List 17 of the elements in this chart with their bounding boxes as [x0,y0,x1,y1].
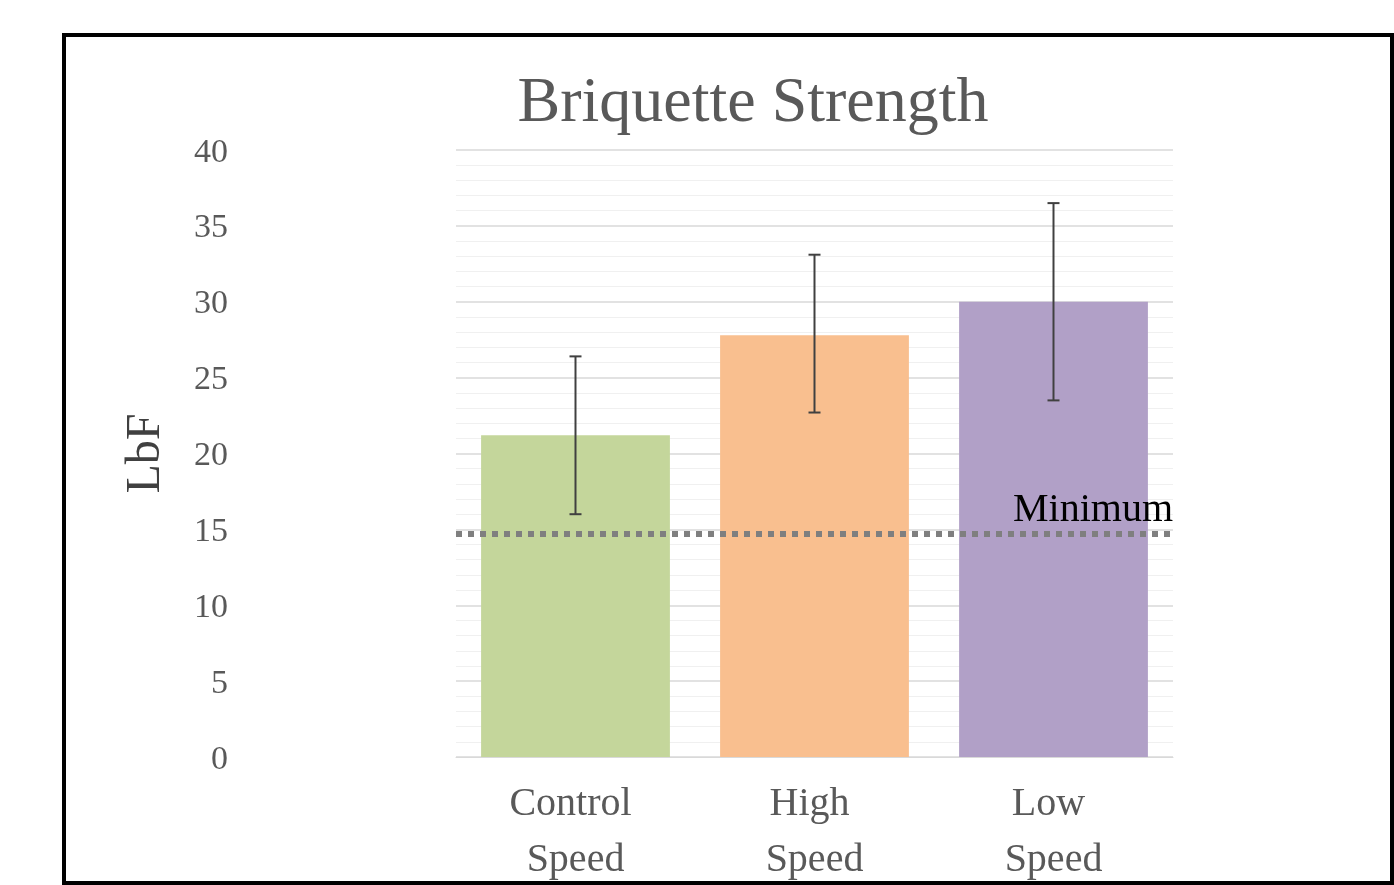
y-tick-label: 0 [211,738,228,776]
x-tick-label: Low Speed [1004,778,1103,880]
bar [481,435,670,757]
y-tick-label: 20 [194,435,228,472]
chart-title: Briquette Strength [517,63,989,135]
bar [720,335,909,757]
y-tick-label: 35 [194,207,228,245]
x-tick-label: High Speed [765,778,864,880]
y-tick-label: 10 [194,586,228,624]
y-axis-title: LbF [115,413,169,494]
y-tick-label: 5 [211,662,228,700]
y-tick-label: 25 [194,359,228,397]
y-tick-label: 40 [194,131,228,169]
y-tick-label: 15 [194,510,228,548]
ref-line-label: Minimum [1012,485,1173,531]
y-tick-label: 30 [194,283,228,321]
x-tick-label: Control Speed [509,778,642,880]
